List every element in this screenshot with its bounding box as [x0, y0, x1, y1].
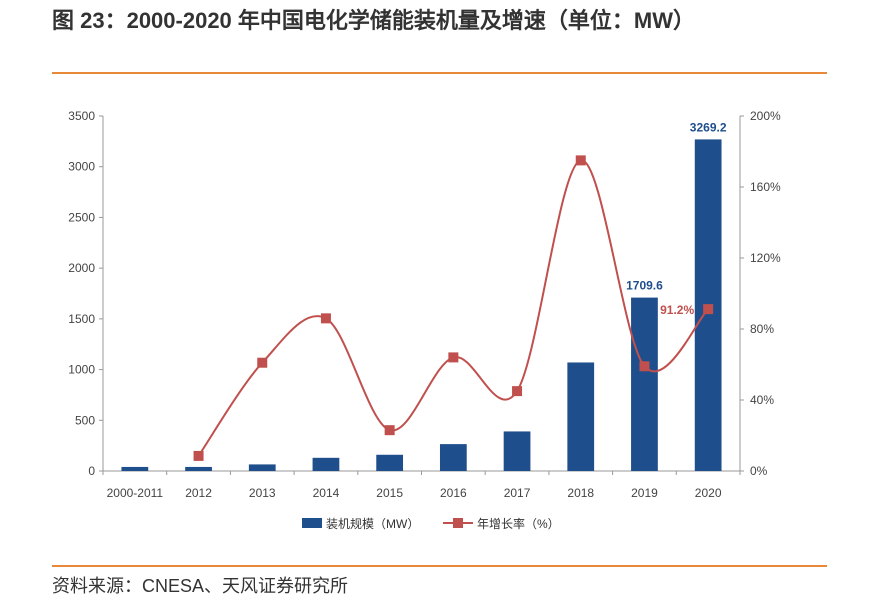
left-tick-label: 2500	[68, 210, 95, 224]
right-tick-label: 80%	[750, 322, 774, 336]
bar	[567, 362, 595, 471]
bar	[631, 297, 658, 471]
line-marker	[193, 450, 204, 461]
bar	[121, 466, 149, 471]
top-divider	[52, 72, 827, 74]
left-tick-label: 2000	[68, 261, 95, 275]
line-marker	[320, 313, 331, 324]
bottom-divider	[52, 565, 827, 567]
bar	[248, 464, 276, 471]
growth-line	[197, 159, 709, 457]
bar-data-label: 1709.6	[626, 279, 663, 293]
left-tick-label: 1500	[68, 312, 95, 326]
line-marker	[575, 155, 586, 166]
x-tick-label: 2000-2011	[107, 486, 164, 500]
x-tick-label: 2020	[695, 486, 722, 500]
x-tick-label: 2018	[567, 486, 594, 500]
bar-data-label: 3269.2	[690, 120, 727, 134]
source-note: 资料来源：CNESA、天风证券研究所	[52, 576, 349, 596]
left-tick-label: 3000	[68, 160, 95, 174]
bar	[376, 454, 404, 471]
line-marker	[512, 386, 523, 397]
right-tick-label: 40%	[750, 393, 774, 407]
bar	[185, 466, 212, 471]
x-tick-label: 2015	[376, 486, 403, 500]
right-tick-label: 200%	[750, 109, 781, 123]
line-data-label: 91.2%	[660, 303, 694, 317]
line-marker	[448, 352, 459, 363]
line-marker	[639, 361, 650, 372]
line-marker	[257, 357, 268, 368]
legend-bar-swatch	[302, 518, 322, 528]
line-marker	[384, 425, 395, 436]
x-tick-label: 2013	[249, 486, 276, 500]
bar	[503, 431, 531, 471]
figure-title: 图 23：2000-2020 年中国电化学储能装机量及增速（单位：MW）	[52, 8, 695, 33]
x-tick-label: 2019	[631, 486, 658, 500]
legend-line-marker	[453, 518, 463, 528]
right-tick-label: 0%	[750, 464, 768, 478]
left-tick-label: 500	[75, 413, 95, 427]
right-tick-label: 160%	[750, 180, 781, 194]
x-tick-label: 2016	[440, 486, 467, 500]
x-tick-label: 2017	[504, 486, 531, 500]
left-tick-label: 3500	[68, 109, 95, 123]
line-marker	[703, 304, 714, 315]
legend-line-label: 年增长率（%）	[477, 516, 560, 531]
right-tick-label: 120%	[750, 251, 781, 265]
x-tick-label: 2012	[185, 486, 212, 500]
left-tick-label: 1000	[68, 363, 95, 377]
left-tick-label: 0	[88, 464, 95, 478]
bar	[312, 457, 340, 471]
legend-bar-label: 装机规模（MW）	[326, 516, 419, 531]
bar	[439, 444, 467, 471]
x-tick-label: 2014	[313, 486, 340, 500]
